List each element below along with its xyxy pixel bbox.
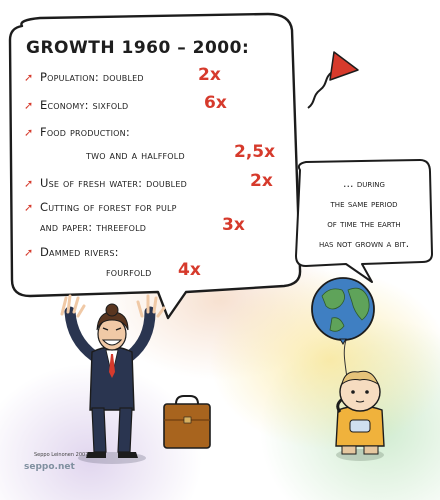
child-line-2: the same period (330, 198, 398, 210)
rivers-label-continued: fourfold (106, 265, 152, 279)
forest-label: Cutting of forest for pulp (40, 200, 177, 214)
child-line-3: of time the earth (327, 218, 401, 230)
fresh-water-label: Use of fresh water: doubled (40, 176, 187, 190)
growth-arrow (307, 51, 359, 109)
food-label: Food production: (40, 125, 130, 139)
red-arrow-icon: ➚ (24, 246, 34, 259)
earth-balloon (311, 277, 375, 406)
red-arrow-icon: ➚ (24, 71, 34, 84)
artist-signature: Seppo Leinonen 2007 (34, 452, 89, 458)
growth-title: GROWTH 1960 – 2000: (26, 38, 250, 58)
rivers-multiplier: 4x (178, 260, 201, 280)
briefcase (163, 395, 211, 449)
food-label-continued: two and a halffold (86, 148, 185, 162)
businesswoman-figure (60, 294, 166, 464)
red-arrow-icon: ➚ (24, 99, 34, 112)
child-figure (335, 370, 385, 461)
fresh-water-multiplier: 2x (250, 171, 273, 191)
red-arrow-icon: ➚ (24, 201, 34, 214)
population-multiplier: 2x (198, 65, 221, 85)
child-line-1: … during (343, 178, 385, 190)
brand-watermark: seppo.net (24, 462, 75, 472)
growth-speech-bubble (8, 12, 302, 320)
food-multiplier: 2,5x (234, 142, 276, 162)
economy-multiplier: 6x (204, 93, 227, 113)
forest-label-continued: and paper: threefold (40, 220, 147, 234)
child-speech-bubble (295, 159, 433, 283)
population-label: Population: doubled (40, 70, 144, 84)
red-arrow-icon: ➚ (24, 177, 34, 190)
red-arrow-icon: ➚ (24, 126, 34, 139)
rivers-label: Dammed rivers: (40, 245, 119, 259)
economy-label: Economy: sixfold (40, 98, 129, 112)
forest-multiplier: 3x (222, 215, 245, 235)
child-line-4: has not grown a bit. (318, 238, 410, 250)
